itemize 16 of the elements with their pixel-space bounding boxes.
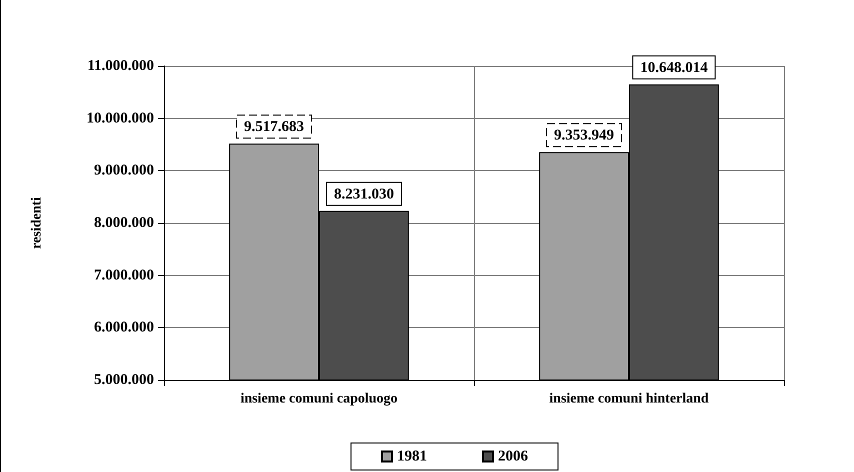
legend-label: 1981: [397, 448, 427, 464]
data-label: 9.517.683: [244, 119, 304, 136]
data-label: 9.353.949: [554, 128, 614, 144]
y-tick-label: 11.000.000: [87, 58, 154, 74]
x-tick-label: insieme comuni capoluogo: [240, 392, 398, 406]
data-label: 8.231.030: [334, 186, 394, 202]
legend-label: 2006: [498, 448, 528, 464]
y-tick-label: 9.000.000: [94, 162, 154, 179]
y-tick-label: 6.000.000: [94, 320, 154, 336]
data-label: 10.648.014: [640, 60, 708, 76]
y-axis-title: residenti: [30, 196, 44, 249]
y-tick-label: 5.000.000: [94, 372, 154, 388]
y-tick-label: 8.000.000: [94, 215, 154, 231]
x-tick-label: insieme comuni hinterland: [549, 392, 709, 406]
y-tick-label: 7.000.000: [94, 267, 154, 284]
y-tick-label: 10.000.000: [86, 110, 154, 126]
